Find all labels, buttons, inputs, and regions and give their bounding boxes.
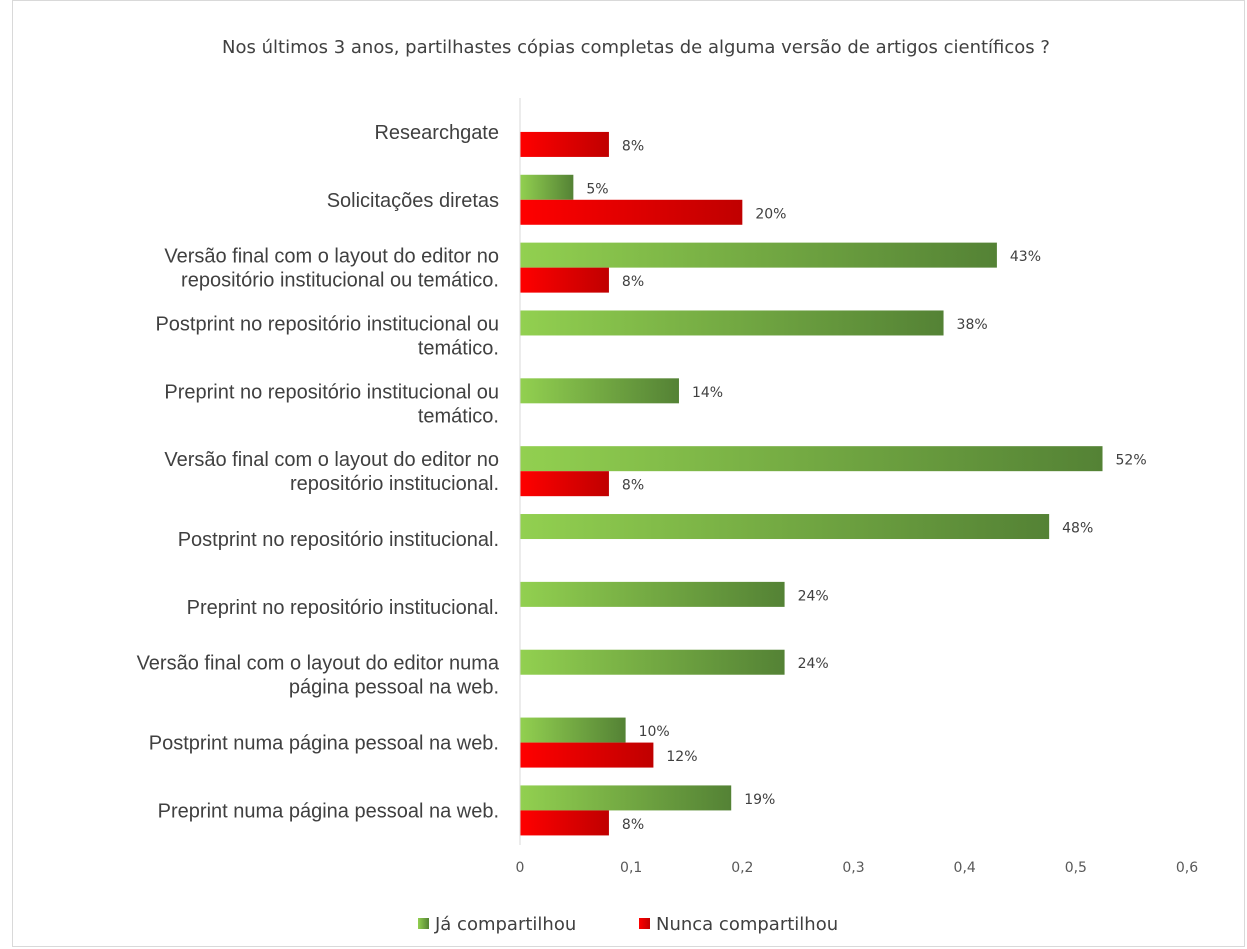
category-label-line: repositório institucional. xyxy=(290,473,499,495)
category-labels: Researchgate Solicitações diretas Versão f… xyxy=(137,122,500,822)
category-label: Preprint numa página pessoal na web. xyxy=(158,800,499,822)
x-tick-label: 0,3 xyxy=(842,860,864,876)
category-label-line: Preprint numa página pessoal na web. xyxy=(158,800,499,822)
bar-ja-compartilhou xyxy=(520,174,574,200)
category-label: Versão final com o layout do editor numa… xyxy=(137,653,500,699)
category-label-line: Preprint no repositório institucional. xyxy=(187,597,499,619)
category-label: Postprint no repositório institucional o… xyxy=(155,313,499,359)
bar-ja-compartilhou xyxy=(520,581,785,607)
bar-nunca-compartilhou xyxy=(520,199,743,225)
x-tick-label: 0,2 xyxy=(731,860,753,876)
data-label: 24% xyxy=(798,656,829,672)
category-label-line: Researchgate xyxy=(374,122,499,144)
category-label-line: Versão final com o layout do editor numa xyxy=(137,653,500,675)
bar-ja-compartilhou xyxy=(520,446,1103,472)
category-label: Preprint no repositório institucional ou… xyxy=(164,381,499,427)
category-label: Preprint no repositório institucional. xyxy=(187,597,499,619)
bar-nunca-compartilhou xyxy=(520,267,609,293)
category-label-line: temático. xyxy=(418,405,499,427)
legend-label: Já compartilhou xyxy=(434,914,576,935)
bars: 8% 5% 20% 43% 8% 38% 14% 52% 8% 48% 24% 24% 10% 12% 19… xyxy=(520,131,1147,836)
category-label-line: Versão final com o layout do editor no xyxy=(164,449,499,471)
data-label: 20% xyxy=(755,206,786,222)
bar-ja-compartilhou xyxy=(520,649,785,675)
data-label: 43% xyxy=(1010,249,1041,265)
data-label: 8% xyxy=(622,478,644,494)
category-label: Researchgate xyxy=(374,122,499,144)
category-label-line: Versão final com o layout do editor no xyxy=(164,246,499,268)
category-label: Postprint no repositório institucional. xyxy=(178,529,499,551)
x-tick-labels: 0 0,1 0,2 0,3 0,4 0,5 0,6 xyxy=(516,860,1199,876)
x-tick-label: 0,4 xyxy=(954,860,976,876)
chart-title: Nos últimos 3 anos, partilhastes cópias … xyxy=(222,37,1050,58)
category-label-line: Postprint no repositório institucional o… xyxy=(155,313,499,335)
data-label: 8% xyxy=(622,817,644,833)
bar-ja-compartilhou xyxy=(520,717,626,743)
bar-ja-compartilhou xyxy=(520,378,679,404)
x-tick-label: 0,6 xyxy=(1176,860,1198,876)
category-label-line: repositório institucional ou temático. xyxy=(181,270,499,292)
data-label: 52% xyxy=(1116,453,1147,469)
category-label-line: temático. xyxy=(418,337,499,359)
legend: Já compartilhou Nunca compartilhou xyxy=(418,914,838,935)
category-label-line: Preprint no repositório institucional ou xyxy=(164,381,499,403)
category-label: Versão final com o layout do editor no re… xyxy=(164,246,499,292)
data-label: 24% xyxy=(798,588,829,604)
category-label: Versão final com o layout do editor no re… xyxy=(164,449,499,495)
data-label: 10% xyxy=(639,724,670,740)
x-tick-label: 0,1 xyxy=(620,860,642,876)
bar-ja-compartilhou xyxy=(520,514,1050,540)
category-label: Postprint numa página pessoal na web. xyxy=(149,733,499,755)
bar-ja-compartilhou xyxy=(520,242,997,268)
data-label: 48% xyxy=(1062,521,1093,537)
data-label: 12% xyxy=(666,749,697,765)
category-label-line: Postprint no repositório institucional. xyxy=(178,529,499,551)
bar-nunca-compartilhou xyxy=(520,471,609,497)
bar-nunca-compartilhou xyxy=(520,810,609,836)
data-label: 14% xyxy=(692,385,723,401)
data-label: 38% xyxy=(957,317,988,333)
legend-swatch-nunca xyxy=(639,918,650,929)
legend-swatch-ja xyxy=(418,918,429,929)
data-label: 8% xyxy=(622,138,644,154)
bar-ja-compartilhou xyxy=(520,785,732,811)
data-label: 5% xyxy=(586,181,608,197)
x-tick-label: 0,5 xyxy=(1065,860,1087,876)
data-label: 19% xyxy=(744,792,775,808)
category-label: Solicitações diretas xyxy=(327,190,499,212)
category-label-line: Solicitações diretas xyxy=(327,190,499,212)
bar-nunca-compartilhou xyxy=(520,742,654,768)
bar-nunca-compartilhou xyxy=(520,131,609,157)
x-tick-label: 0 xyxy=(516,860,525,876)
category-label-line: página pessoal na web. xyxy=(289,677,499,699)
bar-ja-compartilhou xyxy=(520,310,944,336)
legend-label: Nunca compartilhou xyxy=(656,914,838,935)
category-label-line: Postprint numa página pessoal na web. xyxy=(149,733,499,755)
data-label: 8% xyxy=(622,274,644,290)
